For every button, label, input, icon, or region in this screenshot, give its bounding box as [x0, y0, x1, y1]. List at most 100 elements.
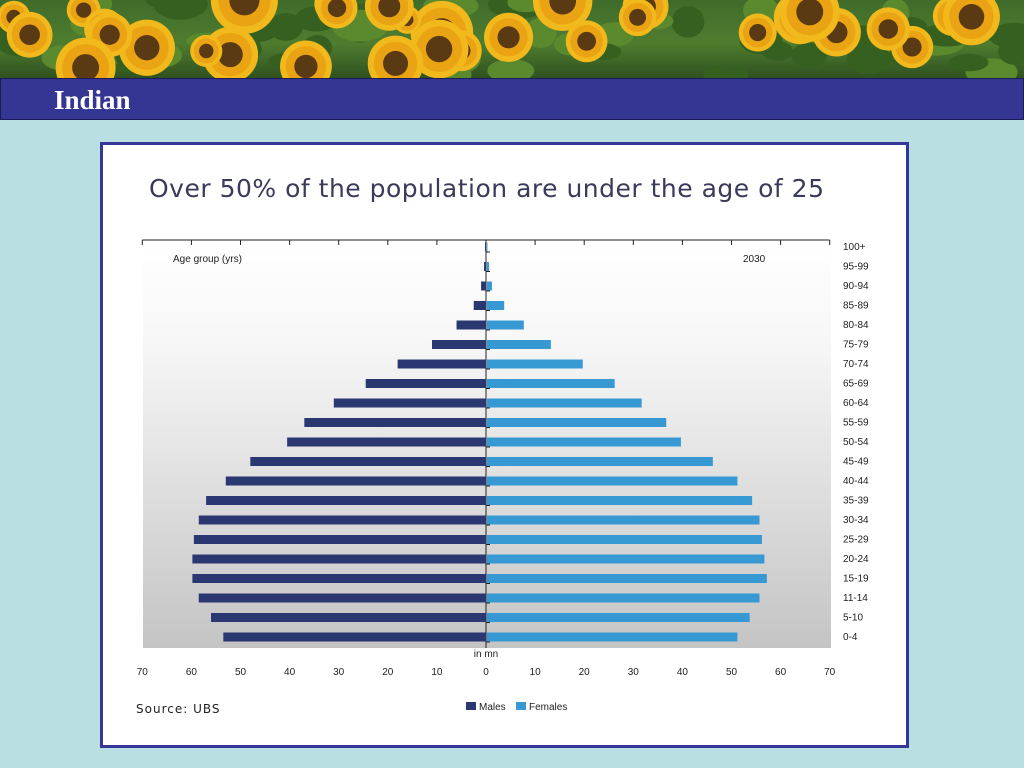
legend-swatch-females — [516, 702, 526, 710]
bar-males-85-89 — [473, 301, 486, 310]
population-pyramid-chart: Over 50% of the population are under the… — [136, 174, 869, 716]
x-tick-label: 20 — [579, 667, 591, 678]
bar-females-70-74 — [487, 359, 583, 369]
sunflower-center — [902, 37, 922, 57]
x-tick-label: 0 — [483, 667, 489, 678]
bar-males-15-19 — [192, 574, 486, 583]
bar-males-55-59 — [304, 418, 486, 427]
sunflower-center — [327, 0, 347, 18]
bar-females-60-64 — [487, 398, 642, 408]
category-label-25-29: 25-29 — [843, 535, 869, 546]
category-label-75-79: 75-79 — [843, 340, 869, 351]
legend-swatch-males — [466, 702, 476, 710]
x-tick-label: 50 — [235, 667, 247, 678]
category-label-100+: 100+ — [843, 242, 866, 253]
bar-females-0-4 — [487, 632, 738, 642]
bar-females-95-99 — [487, 262, 489, 271]
bar-females-50-54 — [487, 437, 681, 447]
bar-females-20-24 — [487, 554, 765, 564]
legend-label-females: Females — [529, 702, 567, 713]
bar-males-0-4 — [223, 632, 486, 642]
leaf-shape — [671, 6, 705, 38]
x-axis-unit-label: in mn — [474, 649, 498, 660]
leaf-shape — [268, 13, 303, 41]
sunflower-center — [878, 19, 899, 39]
bar-females-45-49 — [487, 457, 713, 466]
leaf-shape — [487, 59, 535, 78]
sunflower-center — [577, 31, 597, 51]
x-tick-label: 40 — [677, 667, 689, 678]
leaf-shape — [145, 0, 192, 9]
leaf-shape — [948, 53, 989, 72]
bar-females-25-29 — [487, 535, 762, 544]
year-label: 2030 — [743, 254, 766, 265]
bar-males-90-94 — [481, 281, 486, 291]
category-label-30-34: 30-34 — [843, 515, 869, 526]
bar-females-65-69 — [487, 379, 615, 388]
category-label-80-84: 80-84 — [843, 320, 869, 331]
leaf-shape — [791, 42, 828, 68]
bar-males-65-69 — [365, 379, 486, 388]
bar-males-60-64 — [333, 398, 486, 408]
x-tick-label: 60 — [775, 667, 787, 678]
sunflower-center — [383, 50, 409, 76]
x-tick-label: 20 — [382, 667, 394, 678]
category-label-15-19: 15-19 — [843, 574, 869, 585]
bar-males-5-10 — [211, 613, 486, 622]
sunflower-center — [72, 54, 100, 78]
category-label-11-14: 11-14 — [843, 593, 868, 604]
bar-males-75-79 — [431, 340, 486, 349]
sunflower-center — [76, 2, 92, 18]
bar-males-80-84 — [456, 320, 486, 330]
category-label-70-74: 70-74 — [843, 359, 869, 370]
slide-title: Indian — [54, 85, 131, 115]
category-label-65-69: 65-69 — [843, 379, 869, 390]
bars — [192, 242, 767, 642]
sunflower-center — [549, 0, 577, 15]
leaf-shape — [846, 43, 891, 74]
category-label-0-4: 0-4 — [843, 632, 858, 643]
sunflower-center — [19, 24, 40, 46]
category-label-35-39: 35-39 — [843, 496, 869, 507]
sunflower-center — [99, 24, 120, 45]
x-tick-label: 10 — [530, 667, 542, 678]
x-tick-label: 70 — [137, 667, 149, 678]
y-axis-label: Age group (yrs) — [173, 254, 242, 265]
bar-males-50-54 — [287, 437, 486, 447]
sunflower-center — [134, 35, 160, 61]
category-label-60-64: 60-64 — [843, 398, 869, 409]
category-label-85-89: 85-89 — [843, 301, 869, 312]
x-tick-label: 50 — [726, 667, 738, 678]
bar-males-70-74 — [397, 359, 486, 369]
slide-title-bar: Indian — [0, 78, 1024, 120]
leaf-shape — [703, 64, 749, 78]
chart-title: Over 50% of the population are under the… — [149, 174, 824, 203]
category-label-90-94: 90-94 — [843, 281, 869, 292]
labels: 100+ 95-99 90-94 85-89 80-84 75-79 70-74 65-69 6… — [137, 242, 869, 678]
leaf-shape — [998, 37, 1024, 65]
bar-females-30-34 — [487, 515, 760, 525]
category-label-55-59: 55-59 — [843, 418, 869, 429]
bar-males-30-34 — [198, 515, 486, 525]
sunflower-banner — [0, 0, 1024, 78]
sunflower-center — [749, 23, 767, 42]
sunflower-center — [425, 35, 453, 63]
bar-males-100+ — [485, 242, 486, 252]
sunflower-center — [294, 54, 318, 78]
x-tick-label: 70 — [824, 667, 836, 678]
bar-females-90-94 — [487, 281, 492, 291]
bar-females-11-14 — [487, 593, 760, 603]
category-label-45-49: 45-49 — [843, 457, 869, 468]
x-tick-label: 30 — [333, 667, 345, 678]
x-tick-label: 10 — [431, 667, 443, 678]
legend-label-males: Males — [479, 702, 506, 713]
bar-females-55-59 — [487, 418, 667, 427]
sunflower-center — [229, 0, 260, 16]
bar-males-11-14 — [198, 593, 486, 603]
bar-females-85-89 — [487, 301, 505, 310]
x-tick-label: 60 — [186, 667, 198, 678]
bar-males-20-24 — [192, 554, 486, 564]
bar-females-35-39 — [487, 496, 753, 505]
sunflower-center — [378, 0, 401, 18]
category-label-95-99: 95-99 — [843, 262, 869, 273]
